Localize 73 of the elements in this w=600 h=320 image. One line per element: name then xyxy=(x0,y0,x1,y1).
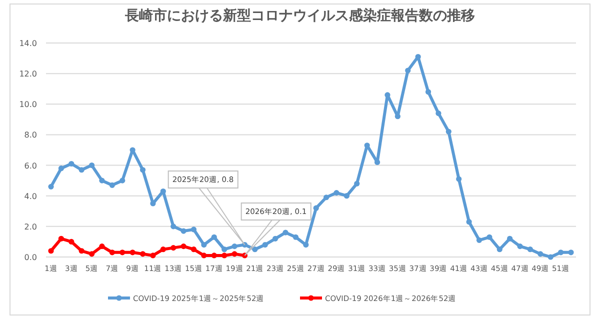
point xyxy=(190,246,197,252)
point xyxy=(517,244,523,250)
point xyxy=(120,250,126,256)
point xyxy=(334,190,340,196)
point xyxy=(99,178,105,184)
y-tick-label: 0.0 xyxy=(24,253,37,262)
point xyxy=(344,193,350,199)
point xyxy=(68,160,74,167)
point xyxy=(48,184,54,190)
point xyxy=(446,128,452,134)
point xyxy=(292,234,299,240)
point xyxy=(496,246,502,252)
point xyxy=(48,248,54,254)
point xyxy=(150,252,156,258)
point xyxy=(538,251,544,257)
point xyxy=(456,176,462,182)
point xyxy=(272,236,278,242)
point xyxy=(507,236,513,242)
point xyxy=(88,251,95,257)
point xyxy=(527,246,534,252)
y-tick-label: 2.0 xyxy=(24,222,37,232)
point xyxy=(323,194,330,200)
point xyxy=(109,250,115,256)
point xyxy=(222,246,228,252)
point xyxy=(180,228,186,234)
point xyxy=(405,68,411,74)
point xyxy=(130,250,136,256)
point xyxy=(436,110,442,116)
point xyxy=(211,252,217,258)
point xyxy=(99,244,105,250)
point xyxy=(160,246,166,252)
chart-title: 長崎市における新型コロナウイルス感染症報告数の推移 xyxy=(124,7,475,24)
point xyxy=(354,180,360,186)
point xyxy=(170,245,176,251)
y-tick-label: 12.0 xyxy=(19,70,37,79)
point xyxy=(190,226,197,232)
y-tick-label: 10.0 xyxy=(19,100,37,110)
point xyxy=(558,250,564,256)
point xyxy=(232,251,238,257)
point xyxy=(282,230,288,236)
y-tick-label: 14.0 xyxy=(19,39,37,48)
point xyxy=(222,252,228,258)
point xyxy=(140,251,146,257)
point xyxy=(466,219,472,225)
point xyxy=(476,237,482,243)
point xyxy=(140,167,146,173)
point xyxy=(180,244,186,250)
point xyxy=(211,234,217,240)
point xyxy=(201,242,207,248)
point xyxy=(303,242,309,248)
point xyxy=(170,224,176,230)
point xyxy=(568,250,574,256)
point xyxy=(201,252,207,258)
point xyxy=(109,182,115,188)
point xyxy=(68,238,74,245)
point xyxy=(313,205,319,211)
point xyxy=(486,234,492,240)
point xyxy=(232,244,238,250)
point xyxy=(394,114,400,120)
point xyxy=(58,166,64,172)
point xyxy=(262,242,268,248)
y-tick-label: 8.0 xyxy=(24,130,37,140)
y-tick-label: 6.0 xyxy=(24,161,37,170)
point xyxy=(58,236,64,242)
point xyxy=(425,89,432,95)
y-tick-label: 4.0 xyxy=(24,192,37,201)
point xyxy=(252,246,258,252)
point xyxy=(88,162,95,168)
point xyxy=(120,178,126,184)
point xyxy=(384,92,390,98)
point xyxy=(78,167,84,173)
point xyxy=(548,254,554,260)
point xyxy=(78,248,84,254)
